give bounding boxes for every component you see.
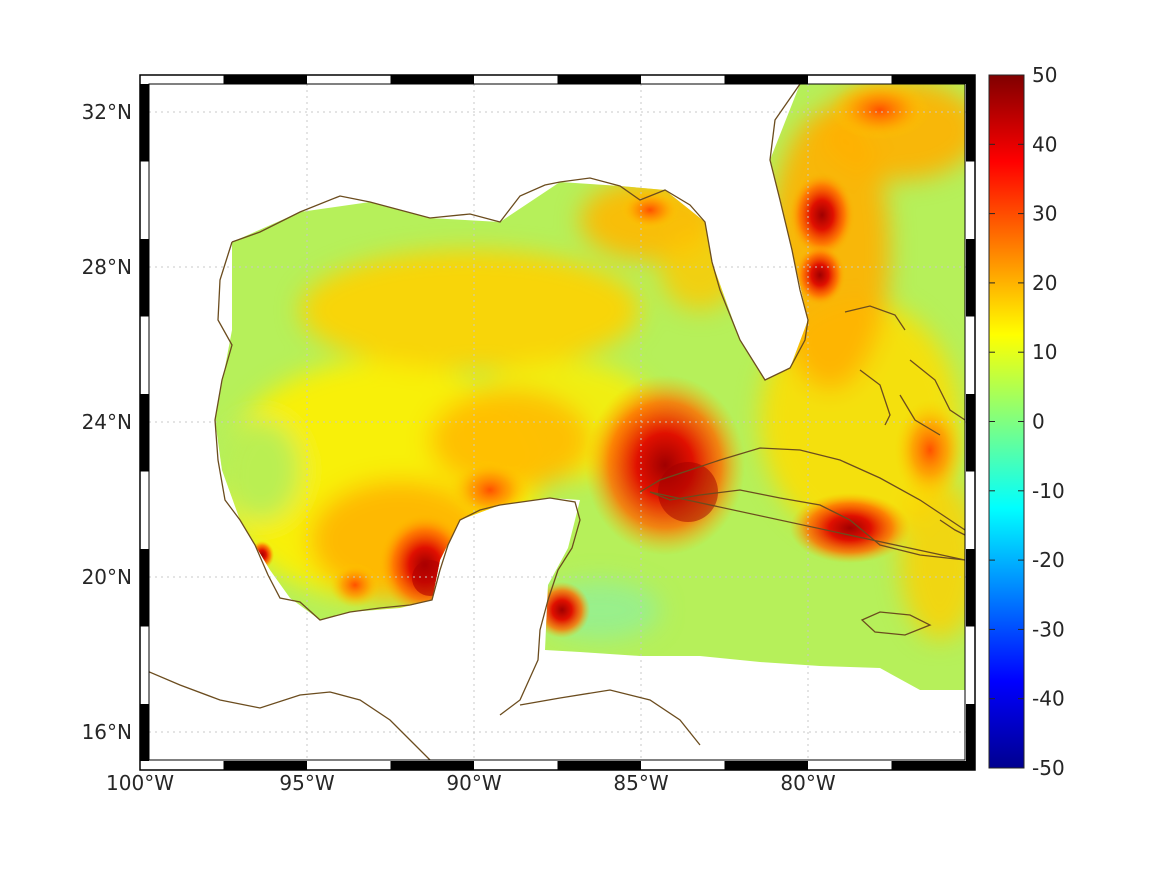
colorbar-tick-label: 50: [1032, 63, 1057, 87]
frame-checker-segment: [140, 239, 149, 317]
colorbar-tick-label: 20: [1032, 271, 1057, 295]
frame-checker-segment: [966, 549, 975, 627]
frame-checker-segment: [140, 84, 149, 162]
colorbar-tick-label: -30: [1032, 617, 1065, 641]
lon-tick-label: 90°W: [446, 771, 501, 795]
honduras-coastline: [519, 689, 701, 746]
colorbar-tick-label: 10: [1032, 340, 1057, 364]
lat-tick-label: 32°N: [82, 100, 132, 124]
lat-tick-label: 16°N: [82, 720, 132, 744]
frame-checker-segment: [724, 75, 808, 84]
frame-checker-segment: [140, 549, 149, 627]
sst-field: [215, 84, 965, 690]
colorbar-tick-label: -50: [1032, 756, 1065, 780]
coastlines: [149, 84, 965, 760]
frame-checker-segment: [891, 75, 975, 84]
frame-checker-segment: [223, 761, 307, 770]
frame-checkers: [140, 75, 975, 770]
frame-checker-segment: [390, 75, 474, 84]
lon-tick-label: 100°W: [106, 771, 174, 795]
latitude-labels: 32°N 28°N 24°N 20°N 16°N: [82, 100, 132, 744]
frame-checker-segment: [966, 84, 975, 162]
colorbar: 50 40 30 20 10 0 -10 -20 -30 -40 -50: [988, 63, 1065, 780]
cuba-coastline: [639, 447, 965, 561]
frame-checker-segment: [223, 75, 307, 84]
frame-checker-segment: [390, 761, 474, 770]
jamaica-coastline: [860, 611, 932, 636]
frame-checker-segment: [557, 761, 641, 770]
frame-checker-segment: [724, 761, 808, 770]
lon-tick-label: 85°W: [613, 771, 668, 795]
bahamas-coastline: [844, 305, 965, 436]
lon-tick-label: 95°W: [279, 771, 334, 795]
mexico-coastline: [214, 241, 581, 716]
colorbar-tick-label: 0: [1032, 410, 1045, 434]
colorbar-tick-label: 30: [1032, 202, 1057, 226]
colorbar-tick-label: -10: [1032, 479, 1065, 503]
frame-checker-segment: [140, 394, 149, 472]
hispaniola-coastline: [939, 519, 965, 536]
frame-checker-segment: [966, 239, 975, 317]
lat-tick-label: 28°N: [82, 255, 132, 279]
frame-checker-segment: [140, 704, 149, 761]
frame-checker-segment: [891, 761, 975, 770]
frame-checker-segment: [966, 394, 975, 472]
lat-tick-label: 20°N: [82, 565, 132, 589]
colorbar-tick-label: -20: [1032, 548, 1065, 572]
colorbar-ticks: [989, 74, 1024, 769]
colorbar-tick-label: -40: [1032, 687, 1065, 711]
colorbar-tick-label: 40: [1032, 132, 1057, 156]
graticule-grid: [149, 84, 966, 761]
gulf-coastline: [231, 84, 809, 381]
lon-tick-label: 80°W: [780, 771, 835, 795]
lat-tick-label: 24°N: [82, 410, 132, 434]
frame-checker-segment: [966, 704, 975, 761]
longitude-labels: 100°W 95°W 90°W 85°W 80°W: [106, 771, 836, 795]
colorbar-labels: 50 40 30 20 10 0 -10 -20 -30 -40 -50: [1032, 63, 1065, 780]
central-america-coastline: [149, 671, 431, 760]
frame-checker-segment: [557, 75, 641, 84]
